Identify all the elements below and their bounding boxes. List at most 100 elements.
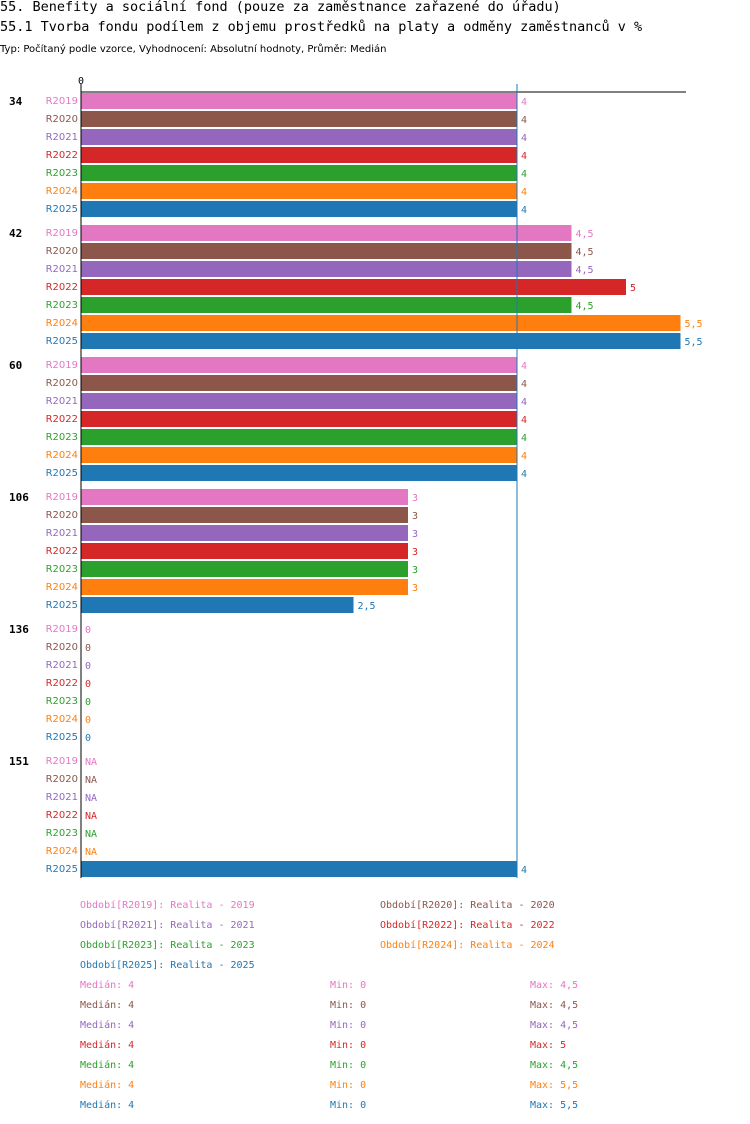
data-label: NA [85, 811, 97, 822]
period-label: R2021 [46, 132, 78, 143]
period-label: R2021 [46, 660, 78, 671]
bar-60-R2024 [81, 447, 517, 463]
x-tick-label: 0 [78, 76, 84, 87]
data-label: 2,5 [358, 601, 376, 612]
bar-42-R2025 [81, 333, 681, 349]
bar-34-R2025 [81, 201, 517, 217]
bar-42-R2020 [81, 243, 572, 259]
period-label: R2020 [46, 378, 78, 389]
bar-42-R2019 [81, 225, 572, 241]
data-label: 0 [85, 679, 91, 690]
period-label: R2025 [46, 600, 78, 611]
data-label: 4 [521, 133, 527, 144]
period-label: R2021 [46, 264, 78, 275]
data-label: 4 [521, 415, 527, 426]
bar-60-R2020 [81, 375, 517, 391]
data-label: 3 [412, 511, 418, 522]
data-label: NA [85, 847, 97, 858]
data-label: NA [85, 775, 97, 786]
data-label: 0 [85, 697, 91, 708]
period-label: R2024 [46, 582, 78, 593]
data-label: 4 [521, 433, 527, 444]
period-label: R2022 [46, 282, 78, 293]
period-label: R2023 [46, 828, 78, 839]
period-label: R2021 [46, 792, 78, 803]
bar-106-R2019 [81, 489, 408, 505]
bar-151-R2025 [81, 861, 517, 877]
data-label: 3 [412, 529, 418, 540]
period-label: R2020 [46, 774, 78, 785]
bar-60-R2023 [81, 429, 517, 445]
bar-60-R2022 [81, 411, 517, 427]
group-label: 151 [9, 755, 29, 768]
bar-60-R2025 [81, 465, 517, 481]
bar-34-R2020 [81, 111, 517, 127]
period-label: R2019 [46, 228, 78, 239]
bar-34-R2023 [81, 165, 517, 181]
period-label: R2024 [46, 186, 78, 197]
bar-42-R2023 [81, 297, 572, 313]
data-label: 0 [85, 733, 91, 744]
period-label: R2019 [46, 624, 78, 635]
period-label: R2021 [46, 396, 78, 407]
data-label: 4 [521, 361, 527, 372]
data-label: 4 [521, 187, 527, 198]
period-label: R2020 [46, 510, 78, 521]
period-label: R2019 [46, 360, 78, 371]
bar-42-R2024 [81, 315, 681, 331]
data-label: 5,5 [685, 319, 703, 330]
data-label: 3 [412, 493, 418, 504]
bar-106-R2025 [81, 597, 354, 613]
data-label: 3 [412, 547, 418, 558]
data-label: 4,5 [576, 265, 594, 276]
period-label: R2023 [46, 564, 78, 575]
data-label: 5 [630, 283, 636, 294]
bar-106-R2023 [81, 561, 408, 577]
data-label: 0 [85, 715, 91, 726]
data-label: 4 [521, 397, 527, 408]
period-label: R2021 [46, 528, 78, 539]
period-label: R2024 [46, 318, 78, 329]
data-label: 4 [521, 865, 527, 876]
period-label: R2020 [46, 642, 78, 653]
group-label: 60 [9, 359, 22, 372]
data-label: 4 [521, 115, 527, 126]
group-label: 106 [9, 491, 29, 504]
data-label: 4,5 [576, 301, 594, 312]
period-label: R2025 [46, 336, 78, 347]
period-label: R2024 [46, 450, 78, 461]
chart-meta: Typ: Počítaný podle vzorce, Vyhodnocení:… [0, 44, 387, 55]
data-label: 4,5 [576, 229, 594, 240]
chart-subtitle: 55.1 Tvorba fondu podílem z objemu prost… [0, 19, 643, 35]
bar-34-R2021 [81, 129, 517, 145]
data-label: 5,5 [685, 337, 703, 348]
data-label: 4 [521, 469, 527, 480]
data-label: 0 [85, 643, 91, 654]
data-label: 0 [85, 625, 91, 636]
data-label: 4 [521, 451, 527, 462]
period-label: R2020 [46, 246, 78, 257]
data-label: 0 [85, 661, 91, 672]
data-label: 4 [521, 379, 527, 390]
period-label: R2025 [46, 864, 78, 875]
bar-106-R2020 [81, 507, 408, 523]
bar-34-R2024 [81, 183, 517, 199]
bar-42-R2021 [81, 261, 572, 277]
bar-106-R2021 [81, 525, 408, 541]
data-label: 4 [521, 169, 527, 180]
period-label: R2025 [46, 204, 78, 215]
bar-34-R2019 [81, 93, 517, 109]
period-label: R2024 [46, 846, 78, 857]
bar-42-R2022 [81, 279, 626, 295]
period-label: R2023 [46, 696, 78, 707]
data-label: 4,5 [576, 247, 594, 258]
period-label: R2022 [46, 810, 78, 821]
period-label: R2023 [46, 432, 78, 443]
bar-60-R2021 [81, 393, 517, 409]
group-label: 42 [9, 227, 22, 240]
data-label: NA [85, 793, 97, 804]
period-label: R2019 [46, 756, 78, 767]
data-label: 4 [521, 97, 527, 108]
period-label: R2022 [46, 150, 78, 161]
